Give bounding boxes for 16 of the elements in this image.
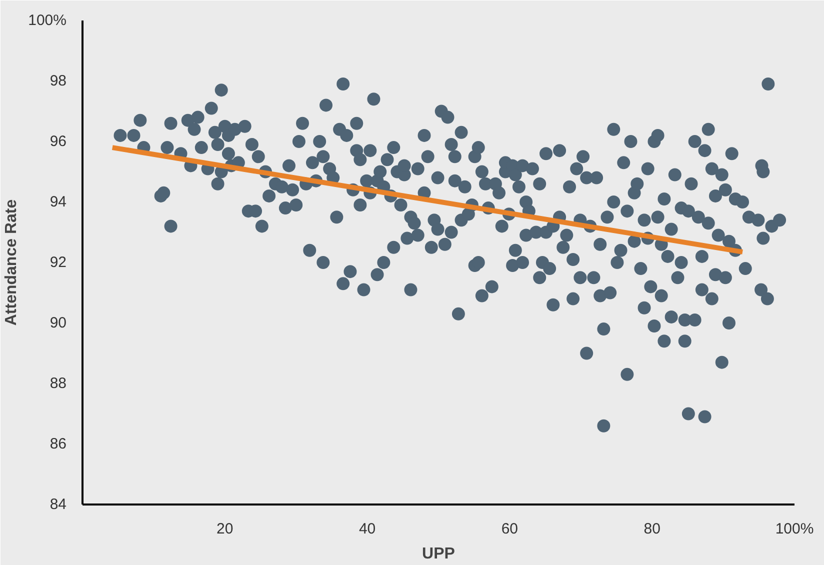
y-tick-label: 96 [50, 133, 67, 150]
x-tick-label: 60 [501, 520, 518, 538]
y-tick-label: 98 [50, 72, 67, 90]
x-tick-label: 80 [644, 520, 660, 538]
y-tick-label: 100% [28, 12, 67, 29]
y-tick-label: 86 [50, 436, 67, 452]
y-tick-label: 88 [50, 375, 67, 392]
y-tick-label: 94 [50, 194, 67, 210]
x-axis-title: UPP [422, 546, 456, 562]
y-tick-label: 84 [50, 496, 67, 513]
y-axis-title: Attendance Rate [3, 199, 20, 326]
y-tick-label: 90 [50, 314, 67, 332]
x-tick-label: 40 [358, 520, 376, 538]
x-tick-label: 20 [216, 520, 234, 538]
x-tick-label: 100% [775, 520, 814, 538]
y-tick-label: 92 [50, 254, 67, 271]
